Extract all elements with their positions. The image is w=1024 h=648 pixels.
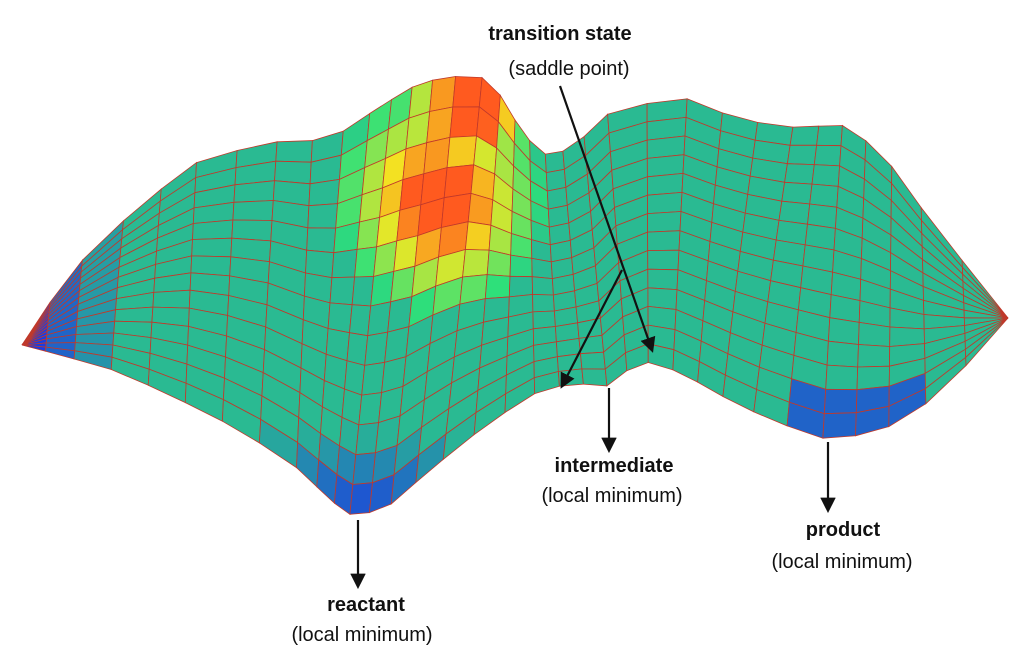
- surface-mesh-cell: [358, 392, 383, 426]
- surface-mesh-cell: [351, 276, 375, 307]
- surface-mesh-cell: [826, 340, 859, 368]
- surface-mesh-cell: [508, 275, 534, 298]
- surface-mesh-cell: [355, 422, 380, 456]
- surface-mesh-cell: [647, 211, 682, 233]
- surface-mesh-cell: [647, 287, 678, 310]
- surface-mesh-cell: [232, 200, 274, 221]
- surface-mesh-cell: [446, 135, 477, 169]
- surface-mesh-cell: [354, 246, 378, 278]
- surface-mesh-cell: [307, 203, 339, 229]
- surface-mesh-cell: [449, 106, 480, 138]
- surface-mesh-cell: [857, 344, 891, 368]
- surface-mesh-cell: [813, 144, 842, 167]
- surface-mesh-cell: [809, 183, 839, 208]
- surface-mesh-cell: [114, 306, 154, 323]
- transition-state-label: transition state: [488, 23, 631, 45]
- surface-mesh-cell: [364, 331, 389, 366]
- surface-mesh-cell: [965, 317, 1009, 367]
- surface-mesh-cell: [789, 125, 820, 146]
- surface-mesh-cell: [580, 351, 606, 370]
- surface-mesh-cell: [152, 289, 191, 309]
- intermediate-subtitle: (local minimum): [541, 485, 682, 507]
- surface-mesh-cell: [346, 332, 369, 366]
- transition-state-arrow: [558, 85, 656, 353]
- surface-mesh-cell: [784, 163, 815, 185]
- surface-mesh-cell: [647, 268, 679, 291]
- reactant-subtitle: (local minimum): [291, 624, 432, 646]
- surface-mesh-cell: [349, 304, 372, 337]
- surface-mesh-cell: [349, 482, 373, 515]
- surface-mesh-cell: [274, 160, 312, 185]
- surface-mesh-cell: [352, 452, 376, 485]
- surface-mesh-cell: [531, 276, 554, 296]
- arrows: [350, 85, 836, 590]
- surface-mesh-cell: [192, 219, 234, 240]
- surface-mesh-cell: [367, 301, 392, 337]
- surface-mesh-cell: [361, 361, 386, 396]
- surface-mesh-cell: [647, 230, 681, 252]
- surface-mesh-cell: [646, 172, 684, 196]
- surface-mesh-cell: [429, 76, 457, 112]
- product-label: product: [806, 519, 881, 541]
- surface-mesh-cell: [781, 181, 813, 205]
- surface-mesh-cell: [858, 321, 891, 347]
- surface-mesh-cell: [786, 144, 818, 166]
- surface-mesh-cell: [356, 216, 381, 250]
- surface-mesh-cell: [370, 270, 395, 307]
- surface-mesh-cell: [532, 310, 556, 330]
- surface-mesh-cell: [544, 150, 565, 174]
- surface-mesh-cell: [308, 178, 340, 207]
- surface-mesh-cell: [462, 249, 490, 278]
- surface-mesh-cell: [443, 164, 475, 199]
- surface-mesh-cell: [816, 125, 843, 147]
- surface-mesh-cell: [647, 249, 680, 271]
- surface-mesh-cell: [889, 326, 925, 347]
- surface-mesh-cell: [484, 274, 511, 300]
- surface-mesh-cell: [531, 257, 553, 280]
- surface-mesh-cell: [486, 249, 512, 277]
- surface-mesh-cell: [825, 364, 859, 391]
- transition-state-subtitle: (saddle point): [508, 58, 629, 80]
- surface-mesh-cell: [647, 191, 683, 215]
- surface-mesh-cell: [823, 388, 858, 415]
- surface-mesh-cell: [822, 412, 857, 439]
- potential-energy-surface: [21, 76, 1009, 516]
- surface-mesh-cell: [327, 302, 353, 334]
- surface-mesh-cell: [331, 248, 358, 279]
- intermediate-pointer-arrow: [560, 269, 623, 389]
- intermediate-label: intermediate: [555, 455, 674, 477]
- surface-mesh-cell: [811, 164, 841, 187]
- surface-mesh-cell: [827, 317, 860, 345]
- surface-mesh-cell: [233, 180, 275, 203]
- reactant-label: reactant: [327, 594, 405, 616]
- surface-mesh-cell: [191, 237, 233, 258]
- surface-mesh-cell: [509, 254, 533, 278]
- surface-mesh-cell: [532, 294, 555, 313]
- surface-mesh-cell: [464, 221, 492, 251]
- surface-mesh-cell: [581, 368, 608, 387]
- surface-mesh-cell: [329, 276, 356, 306]
- surface-mesh-cell: [275, 140, 313, 163]
- product-subtitle: (local minimum): [771, 551, 912, 573]
- surface-mesh-cell: [306, 227, 337, 254]
- surface-mesh-cell: [231, 219, 273, 242]
- surface-mesh-cell: [856, 365, 890, 391]
- surface-mesh-cell: [452, 76, 483, 108]
